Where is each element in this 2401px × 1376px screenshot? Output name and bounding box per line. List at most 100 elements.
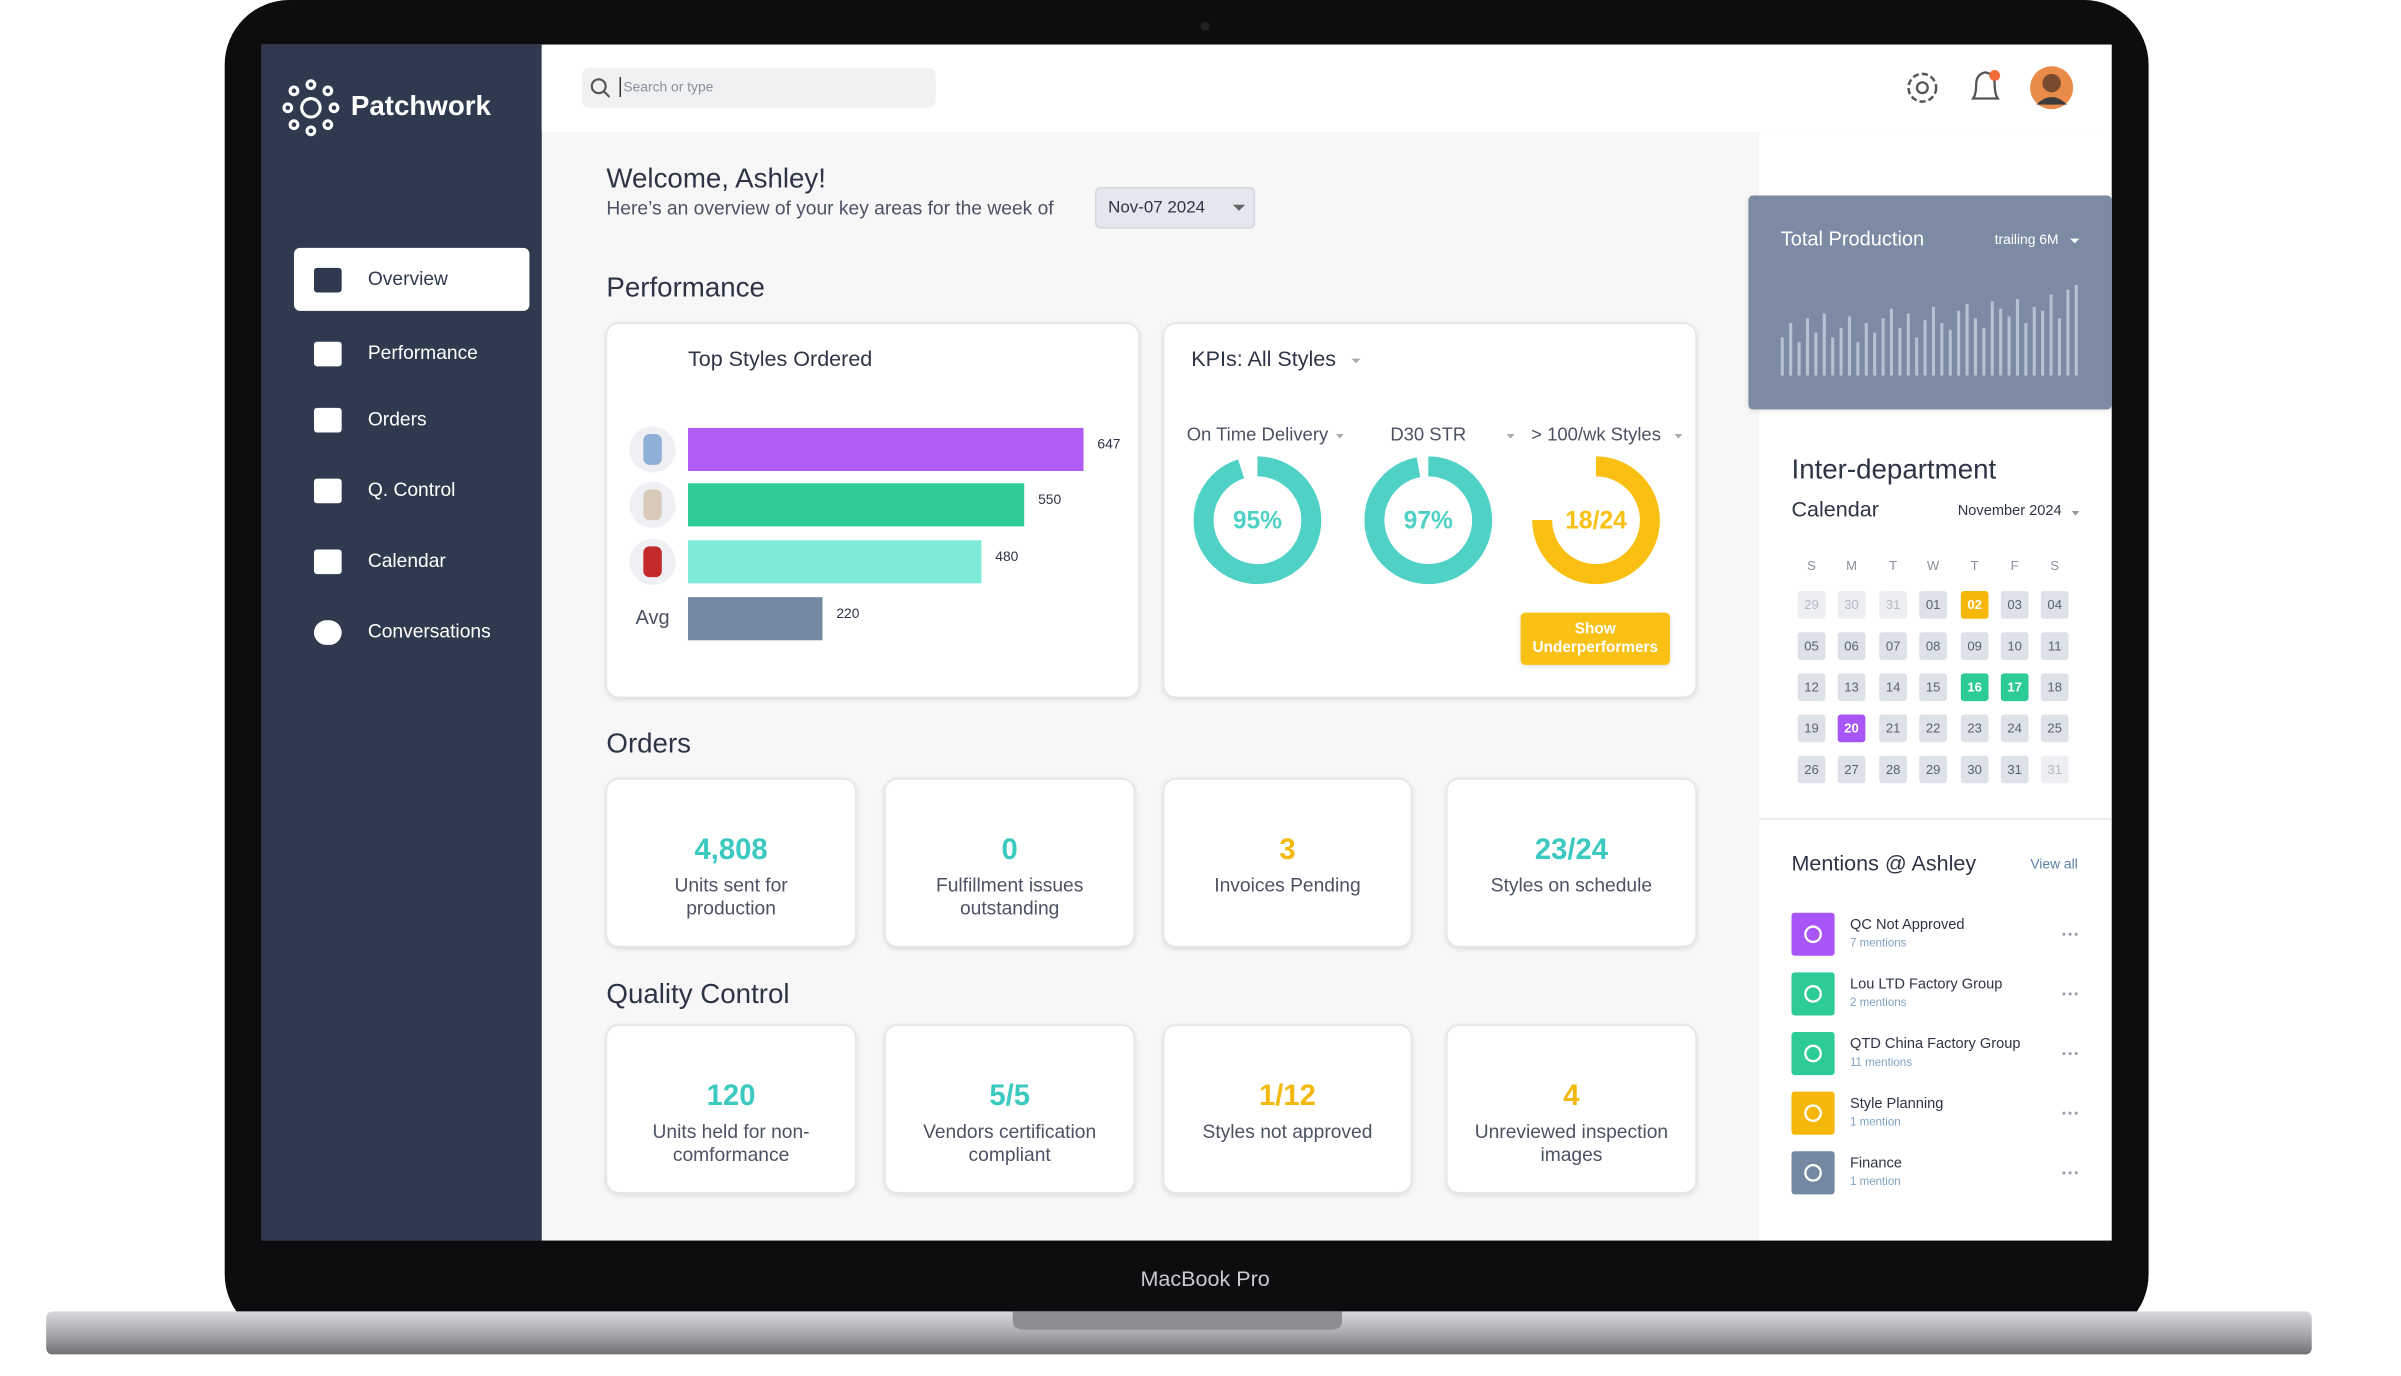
stat-value: 4,808	[694, 834, 767, 866]
card-title[interactable]: KPIs: All Styles	[1191, 347, 1336, 371]
calendar-day[interactable]	[1919, 755, 1947, 784]
mention-title[interactable]: Lou LTD Factory Group	[1850, 977, 2002, 993]
donut-value: 95%	[1233, 507, 1282, 534]
mention-icon	[1791, 1031, 1835, 1076]
more-menu[interactable]	[2062, 1171, 2066, 1175]
calendar-day[interactable]	[2000, 632, 2029, 660]
calendar-day[interactable]	[1960, 673, 1989, 702]
nav-item[interactable]: Conversations	[368, 622, 491, 643]
calendar-day-label: 06	[1844, 638, 1859, 653]
calendar-day[interactable]	[1960, 591, 1989, 619]
calendar-day[interactable]	[2000, 591, 2029, 619]
calendar-day-label: 09	[1967, 638, 1982, 653]
period-dropdown[interactable]: trailing 6M	[1995, 231, 2059, 247]
calendar-day[interactable]	[2000, 673, 2029, 702]
dropdown-caret	[2071, 511, 2080, 516]
kpi-label[interactable]: > 100/wk Styles	[1531, 423, 1661, 444]
calendar-day[interactable]	[1919, 632, 1947, 660]
calendar-day[interactable]	[1960, 632, 1989, 660]
view-all-link[interactable]: View all	[2030, 856, 2077, 872]
calendar-day[interactable]	[2000, 755, 2029, 784]
more-menu	[2068, 1171, 2072, 1175]
button[interactable]	[1520, 612, 1670, 665]
calendar-day-label: 29	[1804, 597, 1819, 612]
calendar-day[interactable]	[1960, 755, 1989, 784]
calendar-day-label: 31	[2007, 762, 2022, 777]
nav-icon	[313, 478, 342, 504]
mention-title[interactable]: Finance	[1850, 1155, 1902, 1171]
stat-label: Vendors certification	[923, 1122, 1096, 1143]
bar	[687, 540, 982, 584]
month-dropdown[interactable]: November 2024	[1958, 503, 2062, 519]
more-menu[interactable]	[2062, 992, 2066, 996]
calendar-day-label: 31	[2047, 762, 2062, 777]
nav-item[interactable]: Q. Control	[368, 480, 456, 501]
calendar-day[interactable]	[1837, 632, 1866, 660]
calendar-day[interactable]	[2040, 673, 2069, 702]
calendar-day-label: 07	[1886, 638, 1901, 653]
calendar-day[interactable]	[1837, 714, 1866, 743]
donut-value: 97%	[1404, 507, 1453, 534]
nav-item[interactable]: Calendar	[368, 551, 447, 572]
kpi-label[interactable]: D30 STR	[1390, 423, 1466, 444]
production-bar	[1797, 342, 1801, 376]
calendar-day[interactable]	[1960, 714, 1989, 743]
calendar-day[interactable]	[1797, 714, 1826, 743]
stat-value: 4	[1563, 1080, 1580, 1112]
calendar-day-label: 22	[1926, 721, 1941, 736]
nav-item[interactable]: Performance	[368, 343, 478, 364]
production-bar	[2024, 323, 2028, 376]
calendar-day[interactable]	[2040, 714, 2069, 743]
mention-count: 1 mention	[1850, 1176, 1901, 1188]
calendar-day[interactable]	[2040, 755, 2069, 784]
calendar-day-label: 23	[1967, 721, 1982, 736]
production-bar	[1990, 301, 1994, 376]
calendar-day[interactable]	[1879, 673, 1907, 702]
calendar-day[interactable]	[1879, 632, 1907, 660]
more-menu	[2074, 1171, 2078, 1175]
nav-icon	[313, 620, 342, 645]
production-bar	[1906, 313, 1910, 376]
more-menu[interactable]	[2062, 1111, 2066, 1115]
notification-icon[interactable]	[1970, 71, 2000, 100]
nav-item[interactable]: Overview	[368, 269, 448, 290]
kpi-label[interactable]: On Time Delivery	[1187, 423, 1329, 444]
search-box[interactable]	[581, 67, 936, 108]
search-placeholder: Search or type	[623, 78, 713, 94]
calendar-day[interactable]	[1919, 714, 1947, 743]
calendar-day[interactable]	[1879, 714, 1907, 743]
stat-value: 5/5	[989, 1080, 1030, 1112]
calendar-day[interactable]	[1797, 591, 1826, 619]
calendar-day[interactable]	[1837, 755, 1866, 784]
production-bar	[1923, 320, 1927, 376]
nav-item[interactable]: Orders	[368, 409, 427, 430]
production-bar	[2057, 318, 2061, 376]
calendar-day[interactable]	[1879, 591, 1907, 619]
calendar-day[interactable]	[1797, 755, 1826, 784]
stat-label: Fulfillment issues	[936, 876, 1083, 897]
calendar-day-label: 01	[1926, 597, 1941, 612]
more-menu[interactable]	[2062, 932, 2066, 936]
calendar-day[interactable]	[1919, 673, 1947, 702]
calendar-day[interactable]	[2040, 632, 2069, 660]
mention-title[interactable]: Style Planning	[1850, 1096, 1943, 1112]
calendar-subtitle: Calendar	[1792, 498, 1879, 522]
calendar-day[interactable]	[1837, 673, 1866, 702]
production-bar	[1822, 313, 1826, 376]
calendar-day[interactable]	[2000, 714, 2029, 743]
mention-title[interactable]: QC Not Approved	[1850, 917, 1965, 933]
calendar-day[interactable]	[1919, 591, 1947, 619]
production-bar	[1965, 303, 1969, 376]
calendar-day[interactable]	[1837, 591, 1866, 619]
card	[605, 1024, 857, 1194]
calendar-day[interactable]	[1797, 673, 1826, 702]
button-label: Show Underperformers	[1532, 621, 1658, 656]
mention-title[interactable]: QTD China Factory Group	[1850, 1036, 2020, 1052]
calendar-day[interactable]	[2040, 591, 2069, 619]
more-menu[interactable]	[2062, 1051, 2066, 1056]
settings-icon[interactable]	[1907, 72, 1938, 103]
calendar-day[interactable]	[1797, 632, 1826, 660]
week-dropdown[interactable]	[1095, 187, 1256, 229]
calendar-day[interactable]	[1879, 755, 1907, 784]
